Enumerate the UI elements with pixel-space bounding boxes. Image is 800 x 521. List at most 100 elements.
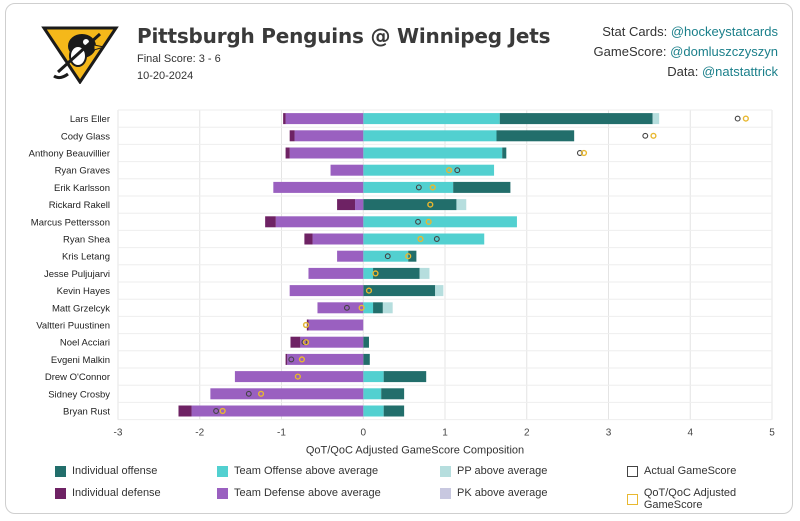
legend-swatch <box>440 487 451 499</box>
final-score: Final Score: 3 - 6 <box>137 53 221 65</box>
actual-gamescore-marker <box>415 184 422 191</box>
credit-line: GameScore: @domluszczyszyn <box>594 42 778 62</box>
credit-label: GameScore: <box>593 44 667 59</box>
x-axis-label: QoT/QoC Adjusted GameScore Composition <box>306 445 524 457</box>
player-name: Ryan Shea <box>63 235 111 246</box>
individual-defense-bar <box>285 147 290 159</box>
team-defense-bar <box>210 388 364 400</box>
team-offense-bar <box>363 181 454 193</box>
individual-offense-bar <box>383 405 405 417</box>
x-tick-label: -2 <box>195 428 204 439</box>
legend-item-team-defense: Team Defense above average <box>217 487 381 499</box>
actual-gamescore-marker <box>213 408 220 414</box>
player-name: Drew O'Connor <box>45 372 110 383</box>
qoq-gamescore-marker <box>372 270 379 277</box>
credit-handle[interactable]: @domluszczyszyn <box>670 44 778 59</box>
legend-item-individual-offense: Individual offense <box>55 465 157 477</box>
player-name: Bryan Rust <box>63 407 110 418</box>
legend-swatch <box>217 465 228 477</box>
qoq-gamescore-marker <box>358 304 365 311</box>
x-tick-label: 4 <box>687 428 693 439</box>
team-offense-bar <box>363 405 384 417</box>
individual-defense-bar <box>304 233 313 245</box>
player-name: Cody Glass <box>61 131 110 142</box>
x-tick-label: 0 <box>360 428 366 439</box>
player-name: Marcus Pettersson <box>31 217 110 228</box>
team-defense-bar <box>308 319 364 331</box>
team-offense-bar <box>363 113 500 125</box>
individual-defense-bar <box>290 336 301 348</box>
actual-gamescore-marker <box>245 390 252 397</box>
individual-defense-bar <box>285 353 288 365</box>
player-name: Noel Acciari <box>60 338 110 349</box>
legend-label: Actual GameScore <box>644 465 737 477</box>
individual-offense-bar <box>408 250 417 262</box>
credit-handle[interactable]: @hockeystatcards <box>670 24 778 39</box>
player-name: Sidney Crosby <box>48 389 110 400</box>
actual-gamescore-marker <box>642 132 649 139</box>
actual-gamescore-marker <box>288 356 295 363</box>
actual-gamescore-marker <box>433 236 440 242</box>
player-name: Kris Letang <box>62 252 110 263</box>
legend-label: Individual defense <box>72 487 161 499</box>
game-date: 10-20-2024 <box>137 70 194 82</box>
pp-bar <box>652 113 660 125</box>
player-name: Lars Eller <box>70 114 110 125</box>
legend-label: PP above average <box>457 465 548 477</box>
team-defense-bar <box>330 164 364 176</box>
team-defense-bar <box>275 216 364 228</box>
qoq-gamescore-marker <box>294 373 301 380</box>
credit-handle[interactable]: @natstattrick <box>701 64 778 79</box>
legend-swatch <box>627 493 638 505</box>
team-defense-bar <box>355 199 364 211</box>
legend-item-pk: PK above average <box>440 487 548 499</box>
pp-bar <box>419 267 430 279</box>
team-offense-bar <box>363 130 497 142</box>
team-offense-bar <box>363 371 384 383</box>
legend-item-individual-defense: Individual defense <box>55 487 161 499</box>
individual-offense-bar <box>363 336 369 348</box>
qoq-gamescore-marker <box>298 356 306 363</box>
player-name: Valtteri Puustinen <box>36 321 110 332</box>
qoq-gamescore-marker <box>257 390 265 397</box>
qoq-gamescore-marker <box>405 253 412 260</box>
individual-offense-bar <box>381 388 405 400</box>
qoq-gamescore-marker <box>365 287 373 294</box>
legend-label: Team Offense above average <box>234 465 379 477</box>
team-defense-bar <box>285 113 364 125</box>
legend-label: Individual offense <box>72 465 158 477</box>
team-defense-bar <box>234 371 364 383</box>
individual-defense-bar <box>265 216 276 228</box>
pp-bar <box>456 199 467 211</box>
individual-offense-bar <box>373 267 420 279</box>
team-offense-bar <box>363 147 503 159</box>
player-name: Ryan Graves <box>55 166 111 177</box>
qoq-gamescore-marker <box>302 321 310 329</box>
player-name: Erik Karlsson <box>54 183 110 194</box>
chart-title: Pittsburgh Penguins @ Winnipeg Jets <box>137 24 551 48</box>
individual-defense-bar <box>306 319 309 331</box>
legend-swatch <box>55 465 66 477</box>
team-offense-bar <box>363 267 374 279</box>
credit-line: Stat Cards: @hockeystatcards <box>594 22 778 42</box>
individual-offense-bar <box>363 353 370 365</box>
credits: Stat Cards: @hockeystatcards GameScore: … <box>594 22 778 82</box>
player-name: Anthony Beauvillier <box>29 149 110 160</box>
individual-defense-bar <box>178 405 192 417</box>
team-defense-bar <box>294 130 364 142</box>
qoq-gamescore-marker <box>742 115 749 122</box>
team-defense-bar <box>308 267 364 279</box>
legend-item-qoq: QoT/QoC Adjusted GameScore <box>627 487 795 511</box>
individual-offense-bar <box>453 181 511 193</box>
legend-swatch <box>217 487 228 499</box>
qoq-gamescore-marker <box>445 167 453 174</box>
individual-offense-bar <box>502 147 507 159</box>
team-offense-bar <box>363 302 374 314</box>
actual-gamescore-marker <box>454 167 461 174</box>
player-name: Kevin Hayes <box>57 286 111 297</box>
actual-gamescore-marker <box>415 218 421 225</box>
player-name: Rickard Rakell <box>49 200 110 211</box>
actual-gamescore-marker <box>734 115 741 122</box>
qoq-gamescore-marker <box>650 132 657 139</box>
